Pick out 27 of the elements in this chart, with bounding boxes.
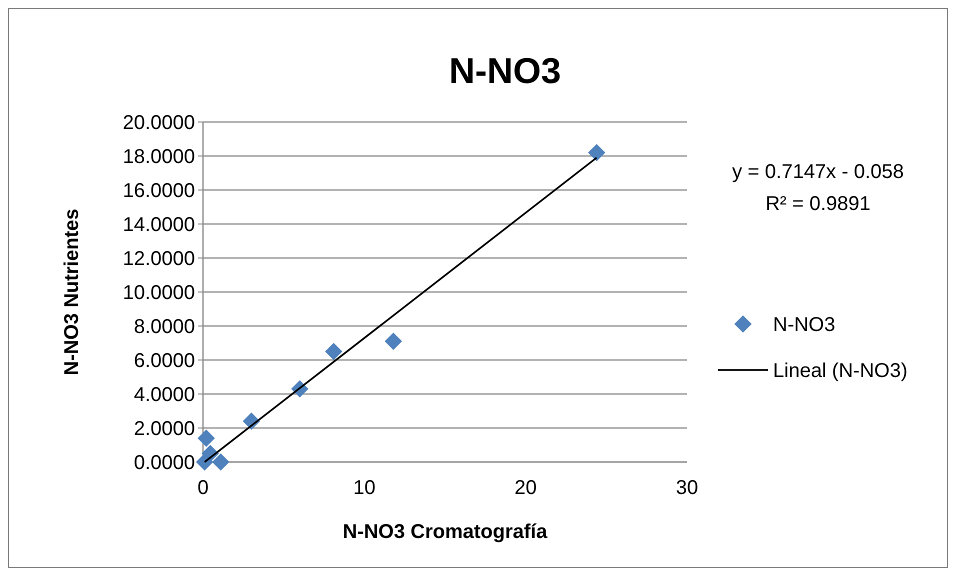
text: R² = 0.9891: [765, 193, 871, 215]
point: [212, 453, 230, 471]
y-tick-label: 6.0000: [134, 350, 195, 372]
y-tick-label: 20.0000: [122, 112, 195, 134]
chart-title: N-NO3: [448, 50, 562, 91]
y-tick-label: 12.0000: [122, 248, 195, 270]
y-tick-label: 18.0000: [122, 146, 195, 168]
y-tick-label: 8.0000: [134, 316, 195, 338]
point: [198, 430, 215, 447]
x-tick-label: 20: [514, 477, 537, 499]
text: y = 0.7147x - 0.058: [732, 161, 904, 183]
y-tick-label: 16.0000: [122, 180, 195, 202]
y-axis-title: N-NO3 Nutrientes: [61, 208, 83, 376]
x-tick-label: 0: [197, 477, 209, 499]
y-tick-label: 14.0000: [122, 214, 195, 236]
point: [588, 144, 606, 162]
x-tick-label: 30: [676, 477, 698, 499]
legend-label: N-NO3: [773, 314, 836, 336]
point: [325, 342, 342, 360]
y-tick-label: 0.0000: [134, 452, 195, 474]
legend-label: Lineal (N-NO3): [773, 360, 908, 382]
y-tick-label: 2.0000: [134, 418, 195, 440]
point: [384, 332, 402, 350]
y-tick-label: 4.0000: [134, 384, 195, 406]
y-tick-label: 10.0000: [122, 282, 195, 304]
x-tick-label: 10: [353, 477, 376, 499]
x-axis-title: N-NO3 Cromatografía: [342, 521, 548, 543]
